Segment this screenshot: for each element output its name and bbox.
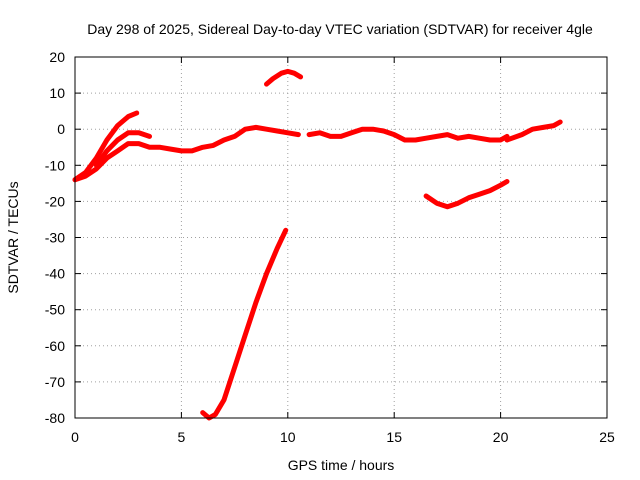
series-arc-secondary: [93, 130, 152, 168]
y-tick-label: 10: [49, 85, 65, 101]
series-arc-low-right: [423, 179, 510, 210]
x-axis-ticks: 0 5 10 15 20 25: [71, 57, 615, 445]
y-axis-ticks: -80 -70 -60 -50 -40 -30 -20 -10 0 10 20: [45, 49, 607, 426]
y-tick-label: -30: [45, 230, 65, 246]
x-tick-label: 0: [71, 429, 79, 445]
x-tick-label: 25: [599, 429, 615, 445]
x-tick-label: 20: [493, 429, 509, 445]
series-arc-rise-to-peak: [72, 110, 140, 183]
y-tick-label: -40: [45, 266, 65, 282]
series-arc-main-late: [306, 126, 510, 143]
series-arc-upper: [264, 68, 304, 87]
y-tick-label: -20: [45, 193, 65, 209]
data-series: [72, 68, 563, 421]
x-tick-label: 10: [280, 429, 296, 445]
grid-lines: [75, 57, 607, 418]
series-arc-main-early: [72, 124, 301, 183]
series-arc-descent: [200, 227, 289, 421]
x-tick-label: 5: [178, 429, 186, 445]
series-arc-end: [504, 119, 563, 143]
y-tick-label: -10: [45, 157, 65, 173]
y-tick-label: -70: [45, 374, 65, 390]
y-tick-label: 20: [49, 49, 65, 65]
y-tick-label: -80: [45, 410, 65, 426]
y-axis-label: SDTVAR / TECUs: [5, 181, 21, 293]
y-tick-label: -50: [45, 302, 65, 318]
x-axis-label: GPS time / hours: [288, 457, 395, 473]
y-tick-label: 0: [57, 121, 65, 137]
chart-title: Day 298 of 2025, Sidereal Day-to-day VTE…: [87, 21, 593, 37]
y-tick-label: -60: [45, 338, 65, 354]
x-tick-label: 15: [386, 429, 402, 445]
